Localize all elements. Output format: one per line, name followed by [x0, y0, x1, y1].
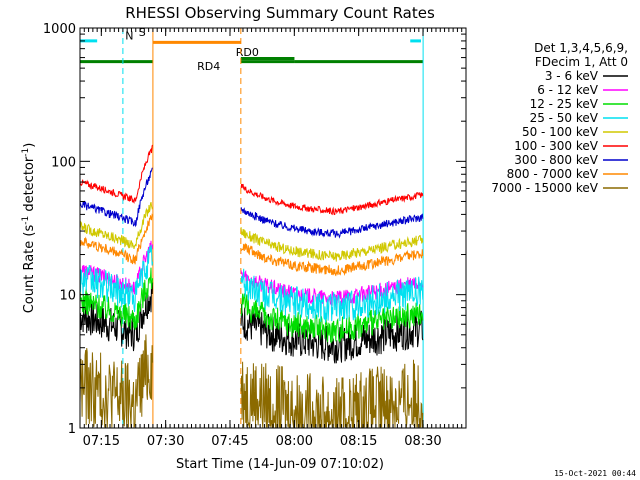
chart-title: RHESSI Observing Summary Count Rates	[125, 4, 435, 22]
footer-timestamp: 15-Oct-2021 00:44	[554, 469, 636, 478]
series-line	[240, 242, 424, 277]
y-axis-label-end: )	[22, 143, 37, 148]
y-tick-label: 1	[68, 422, 76, 437]
series-line	[79, 167, 153, 228]
flag-label-s: S	[139, 26, 146, 39]
series-line	[240, 270, 424, 307]
x-tick-label: 08:00	[276, 434, 313, 449]
x-tick-label: 08:30	[404, 434, 441, 449]
instrument-flags: N S RD4 RD0	[80, 26, 424, 73]
series-group	[79, 144, 424, 428]
series-line	[240, 227, 424, 262]
flag-label-rd0: RD0	[236, 46, 259, 59]
series-line	[240, 183, 424, 216]
y-tick-label: 10	[59, 289, 76, 304]
y-axis-label-base: Count Rate (s	[22, 225, 37, 314]
legend-header-line-1: Det 1,3,4,5,6,9,	[534, 41, 628, 55]
y-axis-label-mid: detector	[22, 156, 37, 216]
series-line	[79, 267, 154, 330]
y-axis-label: Count Rate (s-1 detector-1)	[21, 143, 37, 314]
series-12-25kev	[79, 267, 424, 344]
legend-label: 800 - 7000 keV	[507, 167, 599, 181]
legend-label: 7000 - 15000 keV	[491, 181, 598, 195]
legend-label: 6 - 12 keV	[537, 83, 599, 97]
series-line	[79, 334, 154, 428]
series-line	[240, 359, 424, 428]
series-line	[240, 303, 424, 364]
legend-label: 50 - 100 keV	[522, 125, 599, 139]
legend-label: 300 - 800 keV	[514, 153, 598, 167]
legend-label: 12 - 25 keV	[530, 97, 599, 111]
x-tick-label: 07:30	[147, 434, 184, 449]
series-line	[79, 244, 154, 312]
y-tick-label: 1000	[43, 22, 76, 37]
x-tick-label: 08:15	[340, 434, 377, 449]
flag-label-n: N	[125, 29, 133, 42]
legend: Det 1,3,4,5,6,9, FDecim 1, Att 0 3 - 6 k…	[491, 41, 628, 195]
x-axis-label: Start Time (14-Jun-09 07:10:02)	[176, 457, 384, 472]
series-100-300kev	[79, 144, 424, 216]
series-50-100kev	[79, 201, 424, 262]
series-300-800kev	[79, 167, 424, 239]
legend-header-line-2: FDecim 1, Att 0	[535, 55, 628, 69]
series-line	[240, 268, 424, 323]
series-800-7000kev	[79, 213, 424, 277]
legend-label: 25 - 50 keV	[530, 111, 599, 125]
flag-label-rd4: RD4	[197, 60, 220, 73]
series-line	[79, 201, 154, 249]
series-25-50kev	[79, 244, 424, 323]
y-axis-label-exp2: -1	[21, 148, 31, 157]
series-line	[240, 292, 424, 344]
series-7000-15000kev	[79, 334, 424, 428]
x-tick-label: 07:45	[211, 434, 248, 449]
x-tick-label: 07:15	[83, 434, 120, 449]
y-axis-label-exp1: -1	[21, 216, 31, 225]
series-line	[79, 144, 154, 204]
y-tick-label: 100	[51, 155, 76, 170]
series-line	[79, 213, 154, 265]
legend-label: 100 - 300 keV	[514, 139, 598, 153]
axes: 1 10 100 1000 07:15 07:30 07:45 08:00 08:15 08:30	[43, 22, 467, 449]
series-line	[240, 207, 424, 239]
legend-label: 3 - 6 keV	[545, 69, 599, 83]
